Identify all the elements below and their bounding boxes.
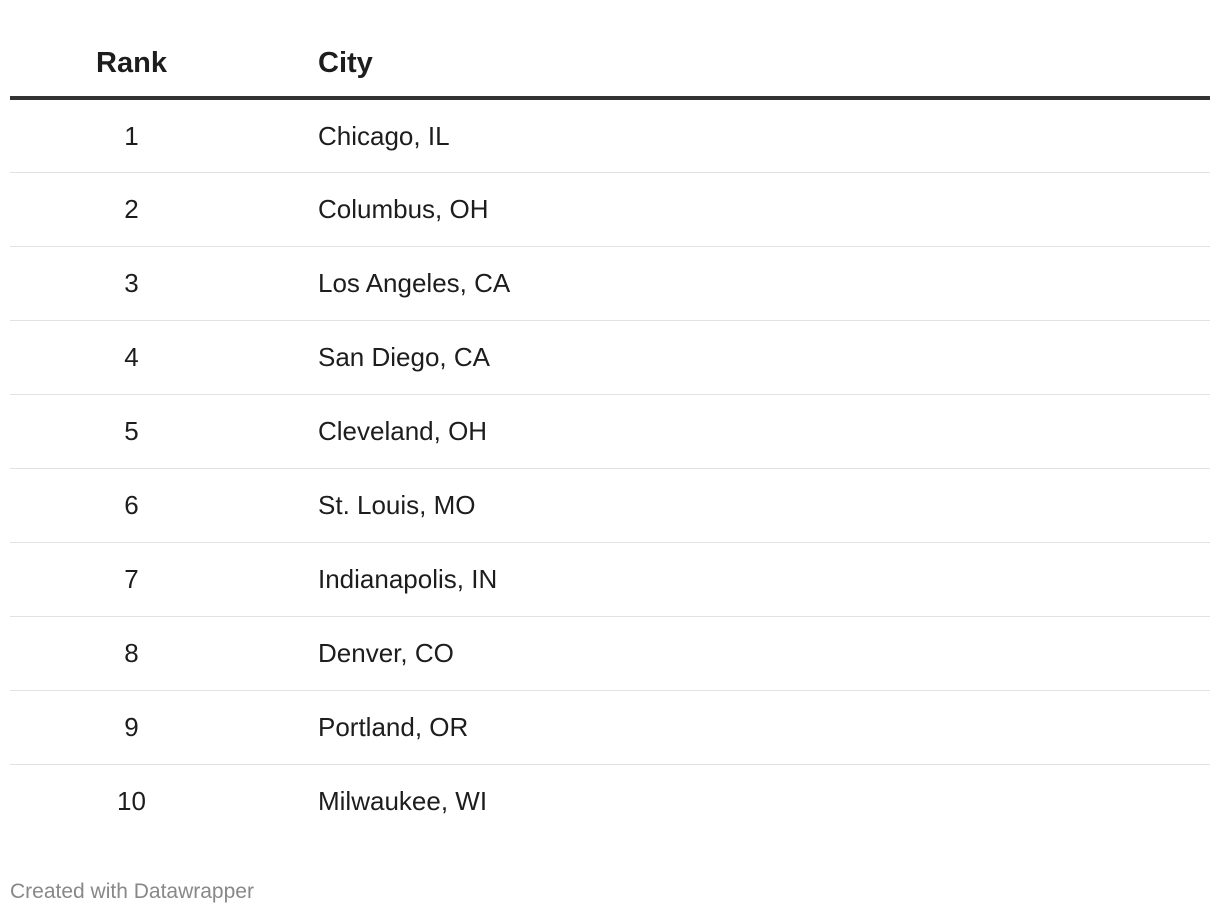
city-cell: Columbus, OH	[253, 172, 1210, 247]
column-header-rank-label: Rank	[96, 47, 167, 79]
column-header-city[interactable]: City	[253, 0, 1210, 100]
city-cell: Los Angeles, CA	[253, 246, 1210, 321]
city-cell: Portland, OR	[253, 690, 1210, 765]
city-cell: San Diego, CA	[253, 320, 1210, 395]
table-row: 8 Denver, CO	[10, 616, 1210, 691]
rank-cell: 10	[117, 786, 146, 817]
rank-cell: 9	[10, 690, 253, 765]
column-header-rank[interactable]: Rank	[10, 0, 253, 100]
rank-cell: 6	[10, 468, 253, 543]
city-cell: St. Louis, MO	[253, 468, 1210, 543]
table-row: 6 St. Louis, MO	[10, 468, 1210, 543]
rank-cell: 4	[10, 320, 253, 395]
city-cell: Indianapolis, IN	[253, 542, 1210, 617]
table-row: 4 San Diego, CA	[10, 320, 1210, 395]
city-cell: Chicago, IL	[253, 98, 1210, 173]
rank-cell: 8	[10, 616, 253, 691]
rank-cell: 1	[10, 98, 253, 173]
table-row: 5 Cleveland, OH	[10, 394, 1210, 469]
rank-cell: 5	[10, 394, 253, 469]
table-row: 9 Portland, OR	[10, 690, 1210, 765]
rank-cell: 2	[10, 172, 253, 247]
city-cell: Milwaukee, WI	[318, 786, 488, 817]
table-row: 10 Milwaukee, WI	[10, 764, 1210, 838]
city-cell: Cleveland, OH	[253, 394, 1210, 469]
footer-credit[interactable]: Created with Datawrapper	[10, 880, 254, 903]
ranking-table: Rank City 1 Chicago, IL 2 Columbus, OH 3…	[10, 0, 1210, 838]
column-header-city-label: City	[318, 47, 373, 79]
rank-cell: 7	[10, 542, 253, 617]
city-cell: Denver, CO	[253, 616, 1210, 691]
table-row: 3 Los Angeles, CA	[10, 246, 1210, 321]
table-row: 2 Columbus, OH	[10, 172, 1210, 247]
rank-cell: 3	[10, 246, 253, 321]
table-row: 7 Indianapolis, IN	[10, 542, 1210, 617]
table-header-row: Rank City	[10, 0, 1210, 100]
table-row: 1 Chicago, IL	[10, 98, 1210, 173]
